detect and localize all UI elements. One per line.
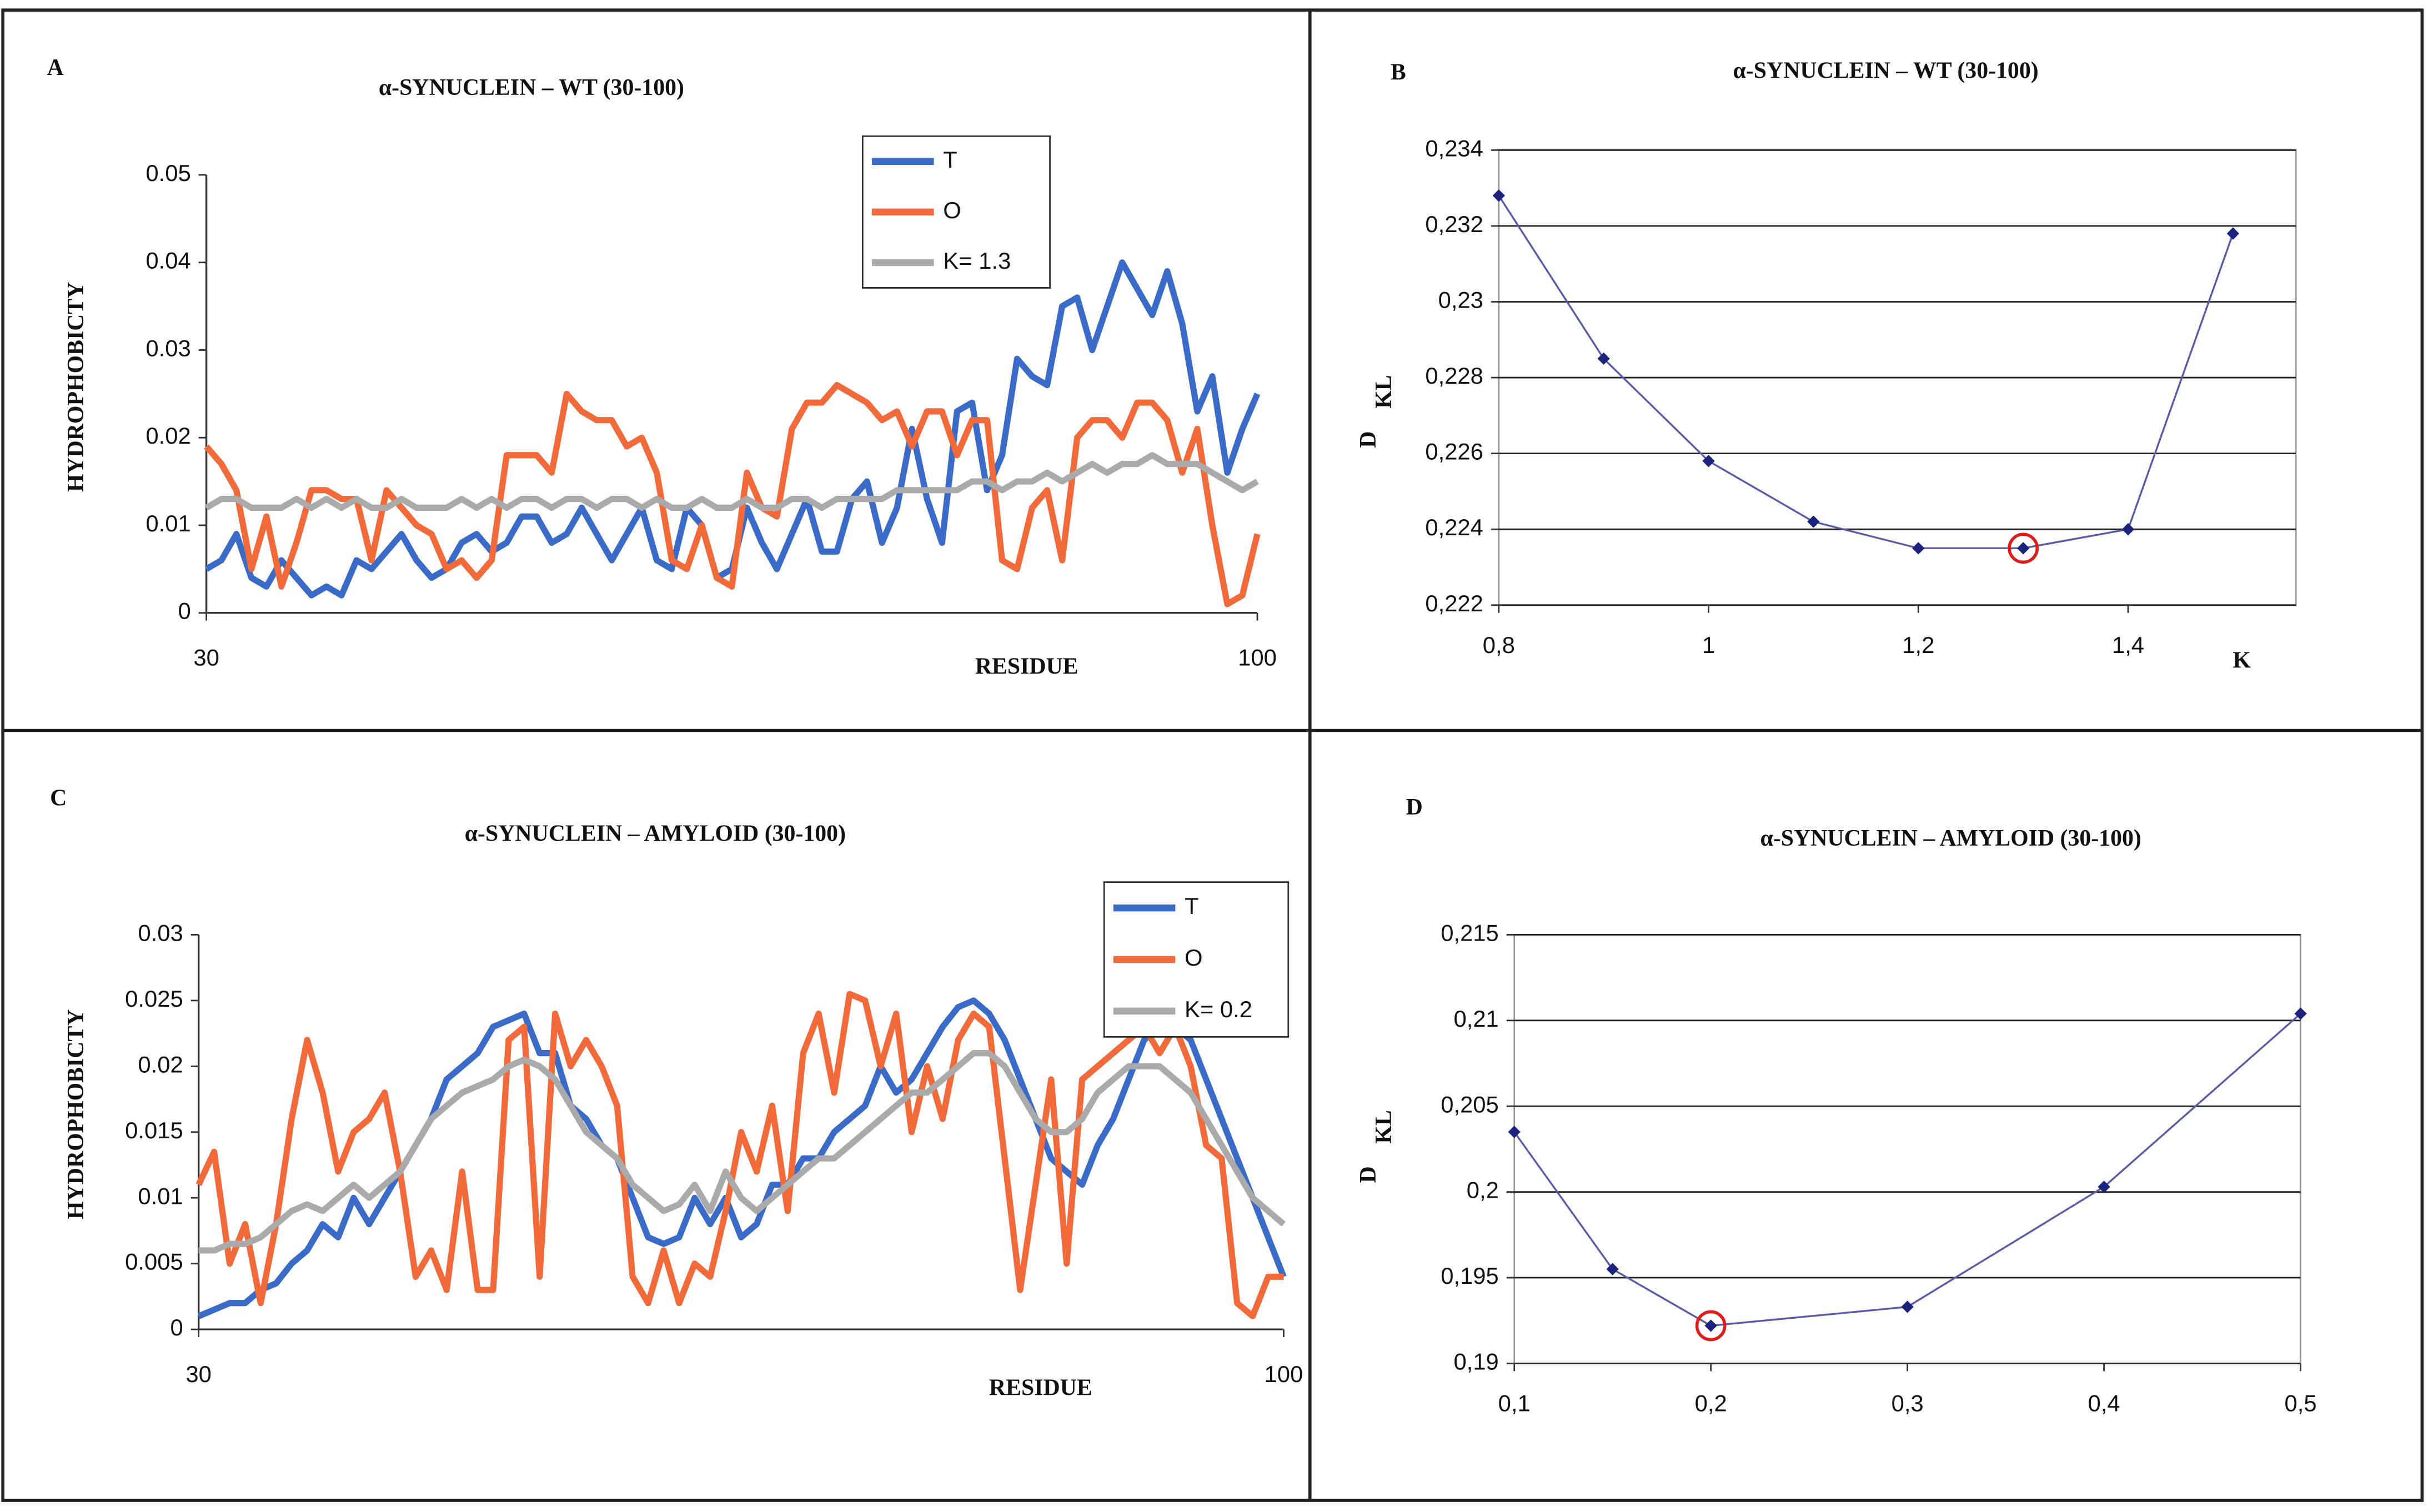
data-point [1597,352,1610,365]
y-axis-label-main: HYDROPHOBICTY [63,282,89,493]
data-point [1901,1300,1914,1313]
chart-title: α-SYNUCLEIN – WT (30-100) [1733,58,2039,84]
x-tick-label: 100 [1265,1361,1303,1387]
highlight-circle [2008,533,2039,564]
series-line [197,997,1287,1319]
y-tick-label: 0,226 [1425,439,1483,465]
x-tick-label: 0,3 [1892,1390,1924,1416]
y-tick-label: 0,21 [1453,1006,1498,1032]
y-axis-label: D KL [1356,375,1397,448]
highlight-circle [1695,1310,1727,1342]
y-tick-label: 0.04 [146,248,190,274]
x-axis-label: K [2233,647,2251,673]
data-point [2121,523,2135,536]
panel-letter: A [47,55,64,81]
data-point [1492,189,1505,202]
y-tick-label: 0 [178,598,190,624]
series-line [204,381,1261,607]
data-point [2294,1007,2307,1020]
y-axis-label: HYDROPHOBICTY [63,1009,89,1219]
y-tick-label: 0.03 [138,920,183,946]
y-tick-label: 0.015 [125,1117,183,1143]
y-axis-label: HYDROPHOBICTY [63,282,89,493]
y-axis-label-subscript: KL [1371,375,1397,408]
y-tick-label: 0,2 [1467,1177,1499,1203]
data-point [1704,1319,1717,1332]
data-point [2098,1181,2110,1193]
y-tick-label: 0,224 [1425,514,1483,540]
y-tick-label: 0,234 [1425,135,1483,161]
y-tick-label: 0.03 [146,335,190,361]
y-tick-label: 0,205 [1441,1091,1499,1117]
legend-label: K= 0.2 [1185,996,1252,1022]
y-tick-label: 0,215 [1441,920,1499,946]
panel-letter: B [1391,59,1406,85]
y-tick-label: 0,232 [1425,211,1483,237]
panel-letter: C [50,786,67,811]
series-line [195,991,1284,1320]
y-tick-label: 0,195 [1441,1263,1499,1289]
x-tick-label: 0,2 [1695,1390,1727,1416]
x-tick-label: 1 [1702,632,1715,658]
y-tick-label: 0.01 [146,510,190,536]
x-tick-label: 0,5 [2284,1390,2316,1416]
x-tick-label: 100 [1238,644,1277,670]
data-point [1807,515,1820,528]
data-point [1702,455,1715,468]
data-point [1508,1126,1521,1138]
x-tick-label: 0,4 [2088,1390,2120,1416]
x-tick-label: 0,1 [1498,1390,1531,1416]
x-tick-label: 30 [193,644,219,670]
chart-title: α-SYNUCLEIN – AMYLOID (30-100) [465,821,846,847]
x-tick-label: 1,4 [2112,632,2144,658]
legend-label: O [1185,945,1203,971]
series-line [204,259,1261,599]
y-tick-label: 0.02 [138,1051,183,1077]
y-tick-label: 0.025 [125,986,183,1012]
y-tick-label: 0,222 [1425,590,1483,616]
y-tick-label: 0,23 [1438,287,1483,313]
x-axis-label: RESIDUE [975,654,1078,680]
y-axis-label-subscript: KL [1371,1110,1397,1143]
data-point [1912,542,1925,555]
data-point [2016,542,2030,555]
legend-label: O [943,197,961,223]
data-point [1606,1263,1619,1275]
y-axis-label-main: HYDROPHOBICTY [63,1009,89,1219]
x-tick-label: 0,8 [1483,632,1515,658]
x-tick-label: 30 [185,1361,212,1387]
y-tick-label: 0 [170,1314,183,1340]
series-line [1513,1013,2301,1327]
y-tick-label: 0,19 [1453,1348,1498,1374]
y-axis-label-main: D [1356,1166,1381,1183]
y-axis-label-main: D [1356,431,1381,448]
y-tick-label: 0,228 [1425,363,1483,389]
x-axis-label: RESIDUE [989,1375,1092,1400]
legend-label: K= 1.3 [943,248,1011,274]
series-line [204,452,1259,511]
plot-area [1513,934,2301,1364]
y-tick-label: 0.02 [146,423,190,449]
series-line [1498,195,2234,550]
y-tick-label: 0.01 [138,1183,183,1209]
chart-title: α-SYNUCLEIN – AMYLOID (30-100) [1760,826,2141,851]
y-axis-label: D KL [1356,1110,1397,1183]
legend-label: T [943,147,957,173]
figure-border [1,8,2424,1502]
y-tick-label: 0.005 [125,1249,183,1275]
y-tick-label: 0.05 [146,160,190,186]
panel-letter: D [1406,795,1423,820]
x-tick-label: 1,2 [1902,632,1934,658]
data-point [2226,227,2240,240]
series-line [198,1050,1286,1254]
legend-label: T [1185,893,1199,919]
chart-title: α-SYNUCLEIN – WT (30-100) [379,75,684,101]
